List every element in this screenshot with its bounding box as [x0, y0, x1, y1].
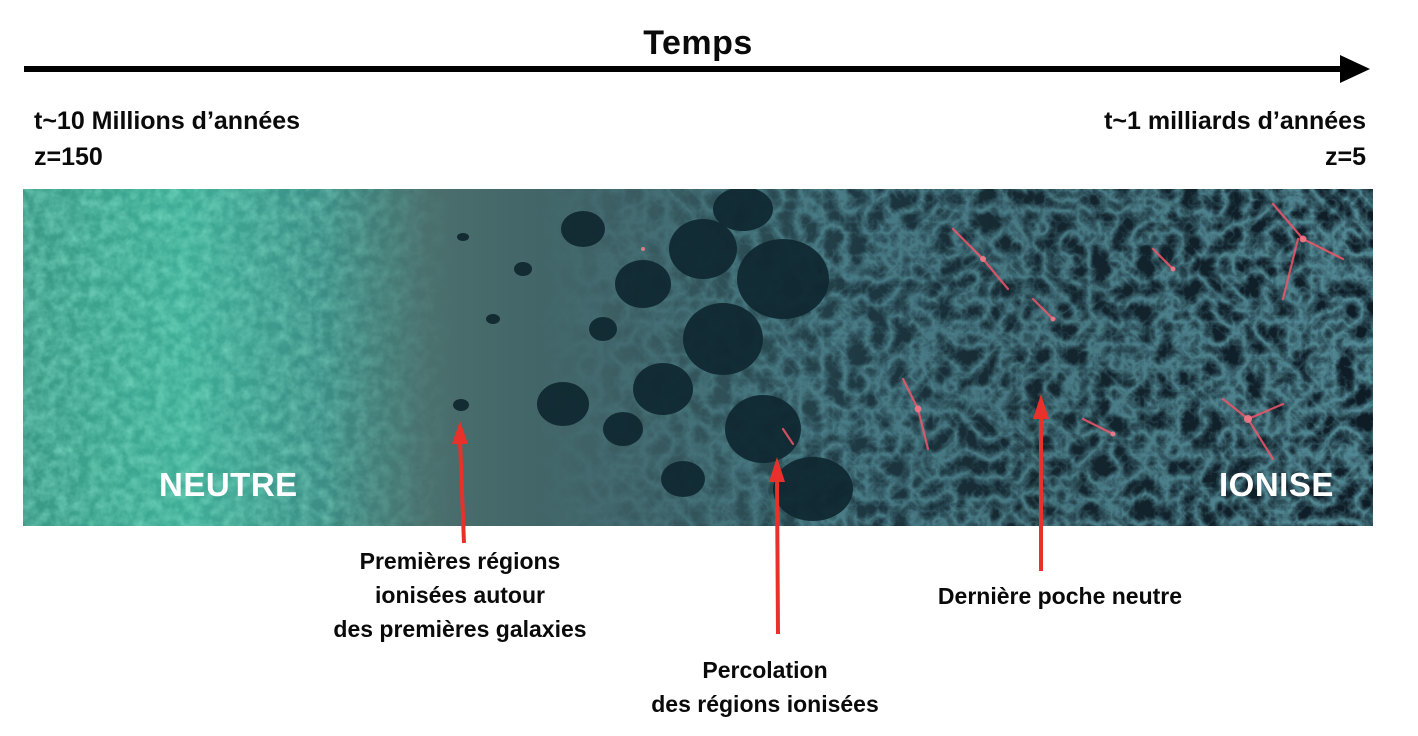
- first-ionised-regions-annotation: Premières régions ionisées autour des pr…: [270, 544, 650, 646]
- annotation-line: Percolation: [702, 657, 828, 683]
- start-time-label: t~10 Millions d’années: [34, 107, 301, 135]
- neutral-region-label: NEUTRE: [159, 466, 298, 503]
- annotation-line: ionisées autour: [375, 582, 545, 608]
- annotation-line: des régions ionisées: [651, 691, 879, 717]
- first-regions-arrow: [452, 421, 468, 544]
- start-redshift-label: z=150: [34, 143, 103, 171]
- time-axis-title: Temps: [643, 24, 753, 62]
- last-neutral-pocket-annotation: Dernière poche neutre: [870, 579, 1250, 613]
- annotation-line: Dernière poche neutre: [937, 583, 1183, 609]
- annotation-line: Premières régions: [359, 548, 561, 574]
- ionised-region-label: IONISE: [1219, 466, 1334, 503]
- end-redshift-label: z=5: [1324, 143, 1366, 171]
- annotation-line: des premières galaxies: [333, 616, 587, 642]
- percolation-arrow: [769, 457, 785, 635]
- time-axis-arrow: [24, 55, 1370, 83]
- reionization-simulation-image: [23, 189, 1373, 526]
- end-time-label: t~1 milliards d’années: [1104, 107, 1366, 135]
- last-neutral-pocket-arrow: [1033, 394, 1049, 571]
- percolation-annotation: Percolation des régions ionisées: [575, 653, 955, 721]
